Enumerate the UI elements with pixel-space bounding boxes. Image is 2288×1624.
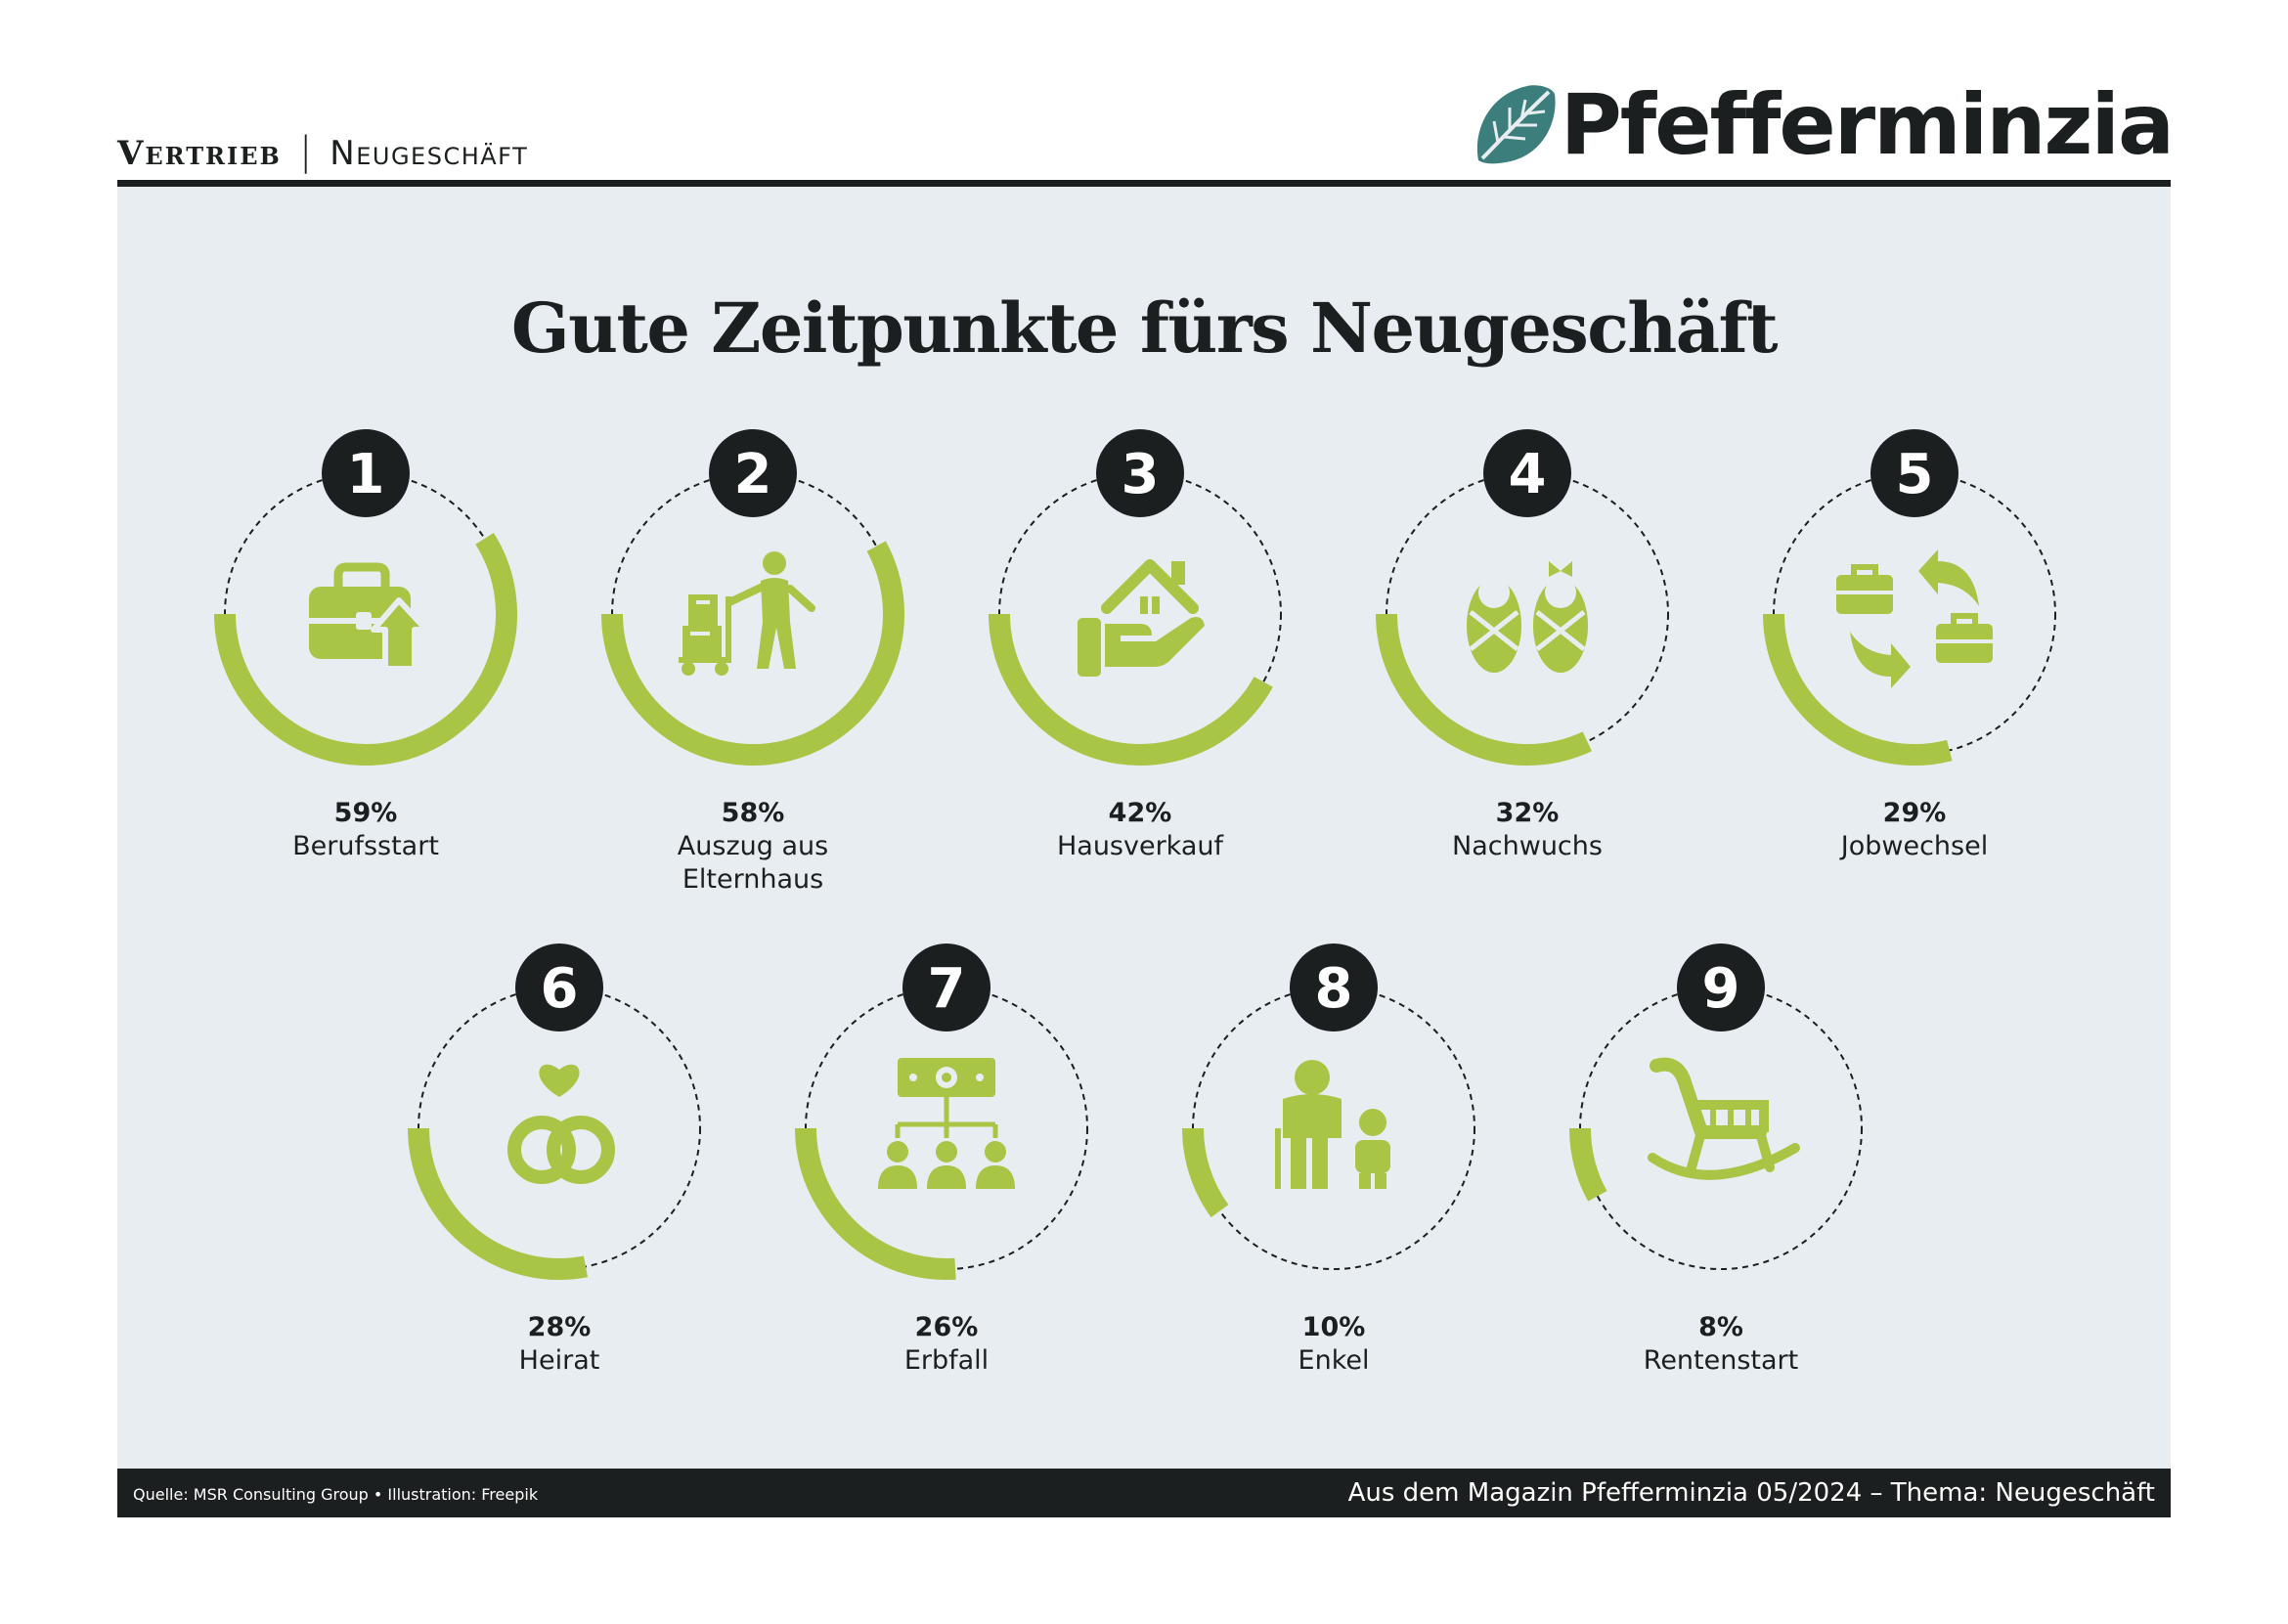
value-label: 32% — [1496, 798, 1560, 828]
chart-item-heirat: 6 28%Heirat — [408, 944, 701, 1376]
rank-number: 4 — [1509, 443, 1547, 506]
briefcase-exchange-icon — [1836, 549, 1993, 688]
category-label: Rentenstart — [1644, 1345, 1798, 1376]
chart-item-berufsstart: 1 59%Berufsstart — [214, 429, 517, 861]
category-label: Hausverkauf — [1057, 831, 1225, 861]
moving-person-boxes-icon — [679, 551, 812, 676]
grandparent-child-icon — [1275, 1060, 1390, 1189]
progress-arc — [1763, 613, 1953, 766]
brand-logo: Pfefferminzia — [1467, 76, 2175, 174]
progress-arc — [601, 541, 904, 766]
category-label: Elternhaus — [682, 864, 823, 895]
rank-number: 9 — [1702, 957, 1740, 1021]
magazine-credit: Aus dem Magazin Pfefferminzia 05/2024 – … — [1347, 1478, 2155, 1508]
rank-number: 1 — [347, 443, 385, 506]
category-label: Erbfall — [904, 1345, 989, 1376]
rank-number: 8 — [1315, 957, 1353, 1021]
chart-item-enkel: 8 10%Enkel — [1182, 944, 1475, 1376]
chart-item-rentenstart: 9 8%Rentenstart — [1569, 944, 1863, 1376]
source-note: Quelle: MSR Consulting Group • Illustrat… — [133, 1485, 539, 1504]
rank-number: 6 — [541, 957, 579, 1021]
value-label: 8% — [1698, 1312, 1743, 1342]
value-label: 10% — [1302, 1312, 1366, 1342]
infographic-panel — [117, 187, 2171, 1469]
progress-arc — [408, 1127, 589, 1280]
chart-item-jobwechsel: 5 29%Jobwechsel — [1763, 429, 2056, 861]
rank-badge — [1677, 944, 1765, 1031]
category-label: Jobwechsel — [1839, 831, 1988, 861]
rank-number: 7 — [928, 957, 966, 1021]
rank-badge — [1870, 429, 1958, 517]
rank-number: 5 — [1896, 443, 1934, 506]
section-kicker: Vertrieb | Neugeschäft — [117, 129, 528, 174]
section-separator: | — [298, 129, 313, 174]
rank-badge — [1096, 429, 1184, 517]
category-label: Enkel — [1298, 1345, 1370, 1376]
mint-leaf-icon — [1476, 85, 1556, 164]
category-label: Nachwuchs — [1452, 831, 1603, 861]
category-label: Berufsstart — [292, 831, 439, 861]
value-label: 58% — [722, 798, 785, 828]
progress-arc — [1376, 613, 1592, 766]
rank-number: 3 — [1122, 443, 1160, 506]
rank-badge — [709, 429, 797, 517]
rank-number: 2 — [734, 443, 772, 506]
value-label: 42% — [1109, 798, 1172, 828]
progress-arc — [795, 1127, 956, 1280]
value-label: 29% — [1883, 798, 1947, 828]
header-rule — [117, 180, 2171, 187]
progress-arc — [1182, 1127, 1229, 1218]
swaddled-babies-icon — [1467, 561, 1588, 673]
rank-badge — [515, 944, 603, 1031]
rank-badge — [1290, 944, 1378, 1031]
value-label: 26% — [915, 1312, 979, 1342]
briefcase-arrow-up-icon — [309, 567, 426, 669]
category-label: Auszug aus — [678, 831, 828, 861]
value-label: 59% — [334, 798, 398, 828]
house-in-hand-icon — [1078, 561, 1205, 677]
section-label: Vertrieb — [117, 134, 282, 173]
rocking-chair-icon — [1652, 1065, 1795, 1175]
rank-badge — [902, 944, 990, 1031]
progress-arc — [1569, 1127, 1607, 1202]
footer-bar: Quelle: MSR Consulting Group • Illustrat… — [117, 1469, 2171, 1517]
rank-badge — [1483, 429, 1571, 517]
wedding-rings-heart-icon — [514, 1065, 608, 1177]
value-label: 28% — [528, 1312, 592, 1342]
chart-title: Gute Zeitpunkte fürs Neugeschäft — [510, 287, 1779, 369]
logo-wordmark: Pfefferminzia — [1560, 76, 2175, 174]
rank-badge — [322, 429, 410, 517]
chart-item-hausverkauf: 3 42%Hausverkauf — [989, 429, 1282, 861]
money-inheritance-icon — [878, 1058, 1015, 1189]
category-label: Heirat — [519, 1345, 600, 1376]
chart-item-nachwuchs: 4 32%Nachwuchs — [1376, 429, 1669, 861]
progress-arc — [214, 532, 517, 766]
subsection-label: Neugeschäft — [330, 134, 529, 173]
chart-item-erbfall: 7 26%Erbfall — [795, 944, 1088, 1376]
progress-arc — [989, 613, 1273, 766]
